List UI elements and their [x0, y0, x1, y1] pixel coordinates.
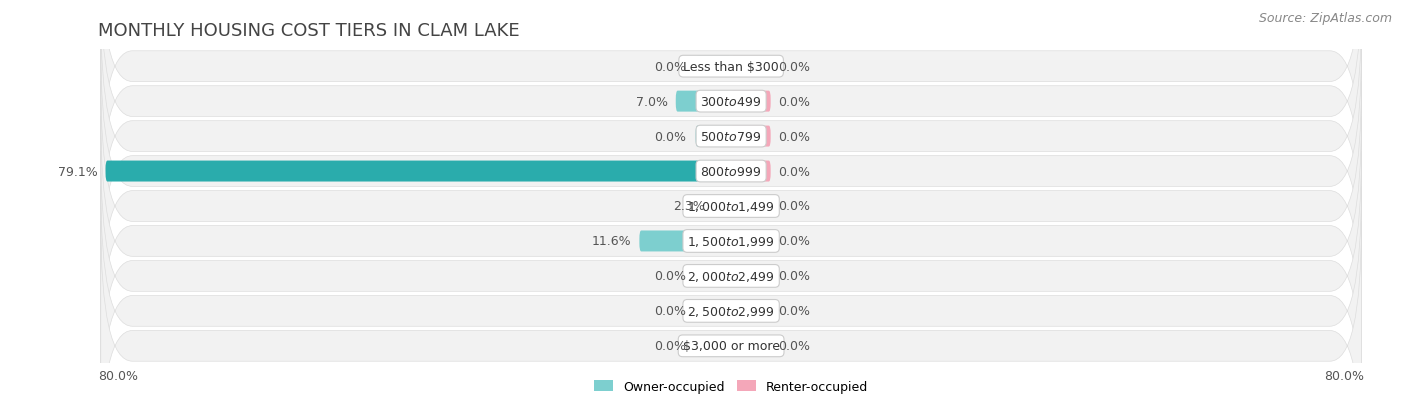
FancyBboxPatch shape [676, 91, 731, 112]
Text: 0.0%: 0.0% [779, 200, 811, 213]
Text: Source: ZipAtlas.com: Source: ZipAtlas.com [1258, 12, 1392, 25]
Text: 79.1%: 79.1% [58, 165, 97, 178]
Text: $2,000 to $2,499: $2,000 to $2,499 [688, 269, 775, 283]
FancyBboxPatch shape [101, 152, 1361, 401]
FancyBboxPatch shape [101, 82, 1361, 331]
FancyBboxPatch shape [101, 47, 1361, 296]
Text: $300 to $499: $300 to $499 [700, 95, 762, 108]
Text: 11.6%: 11.6% [592, 235, 631, 248]
FancyBboxPatch shape [731, 335, 770, 356]
Legend: Owner-occupied, Renter-occupied: Owner-occupied, Renter-occupied [589, 375, 873, 398]
Text: 2.3%: 2.3% [673, 200, 704, 213]
Text: 0.0%: 0.0% [779, 270, 811, 283]
Text: 0.0%: 0.0% [654, 305, 686, 318]
Text: 0.0%: 0.0% [779, 339, 811, 352]
FancyBboxPatch shape [731, 196, 770, 217]
FancyBboxPatch shape [101, 0, 1361, 191]
FancyBboxPatch shape [731, 231, 770, 252]
FancyBboxPatch shape [696, 57, 731, 78]
FancyBboxPatch shape [731, 126, 770, 147]
Text: 80.0%: 80.0% [1324, 369, 1364, 382]
FancyBboxPatch shape [101, 12, 1361, 261]
Text: $500 to $799: $500 to $799 [700, 130, 762, 143]
FancyBboxPatch shape [713, 196, 731, 217]
FancyBboxPatch shape [696, 335, 731, 356]
FancyBboxPatch shape [731, 301, 770, 322]
Text: $800 to $999: $800 to $999 [700, 165, 762, 178]
FancyBboxPatch shape [696, 301, 731, 322]
FancyBboxPatch shape [696, 266, 731, 287]
Text: $2,500 to $2,999: $2,500 to $2,999 [688, 304, 775, 318]
FancyBboxPatch shape [101, 187, 1361, 413]
Text: 0.0%: 0.0% [779, 95, 811, 108]
FancyBboxPatch shape [731, 266, 770, 287]
Text: Less than $300: Less than $300 [683, 61, 779, 74]
FancyBboxPatch shape [101, 117, 1361, 366]
FancyBboxPatch shape [101, 222, 1361, 413]
FancyBboxPatch shape [731, 57, 770, 78]
FancyBboxPatch shape [640, 231, 731, 252]
FancyBboxPatch shape [696, 126, 731, 147]
FancyBboxPatch shape [731, 161, 770, 182]
Text: 0.0%: 0.0% [654, 130, 686, 143]
Text: 7.0%: 7.0% [636, 95, 668, 108]
FancyBboxPatch shape [101, 0, 1361, 226]
FancyBboxPatch shape [731, 91, 770, 112]
Text: 0.0%: 0.0% [779, 61, 811, 74]
Text: 80.0%: 80.0% [98, 369, 138, 382]
Text: 0.0%: 0.0% [779, 235, 811, 248]
Text: 0.0%: 0.0% [654, 339, 686, 352]
Text: 0.0%: 0.0% [779, 305, 811, 318]
Text: 0.0%: 0.0% [654, 270, 686, 283]
Text: 0.0%: 0.0% [779, 130, 811, 143]
Text: MONTHLY HOUSING COST TIERS IN CLAM LAKE: MONTHLY HOUSING COST TIERS IN CLAM LAKE [98, 22, 520, 40]
Text: $1,500 to $1,999: $1,500 to $1,999 [688, 235, 775, 248]
Text: $1,000 to $1,499: $1,000 to $1,499 [688, 199, 775, 214]
Text: 0.0%: 0.0% [654, 61, 686, 74]
FancyBboxPatch shape [105, 161, 731, 182]
Text: 0.0%: 0.0% [779, 165, 811, 178]
Text: $3,000 or more: $3,000 or more [683, 339, 779, 352]
